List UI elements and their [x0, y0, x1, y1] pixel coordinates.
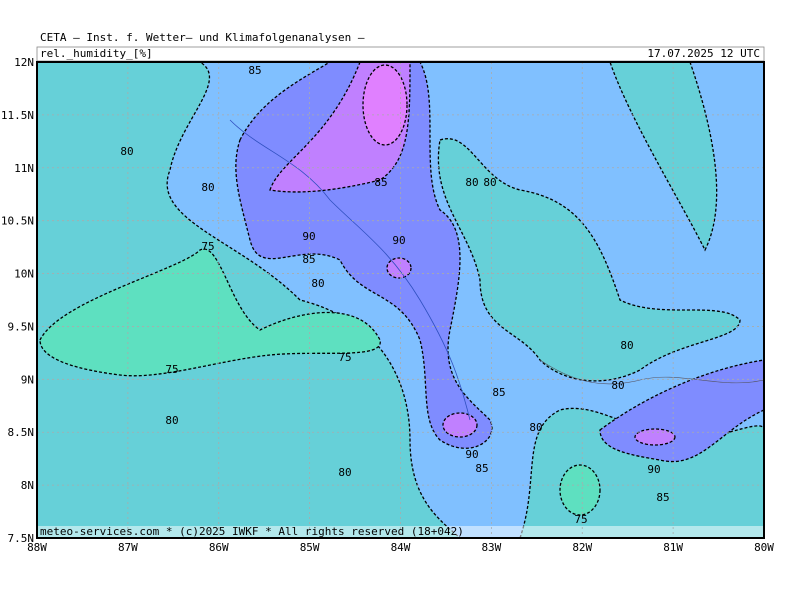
contour-label: 85: [302, 253, 315, 266]
variable: rel._humidity_[%]: [40, 47, 153, 60]
title: CETA — Inst. f. Wetter— und Klimafolgena…: [40, 31, 365, 44]
lat-label: 11N: [14, 162, 34, 175]
lat-label: 10.5N: [1, 215, 34, 228]
contour-label: 75: [574, 513, 587, 526]
lat-label: 12N: [14, 56, 34, 69]
contour-label: 90: [302, 230, 315, 243]
contour-label: 80: [620, 339, 633, 352]
lon-label: 88W: [27, 541, 47, 554]
contour-label: 80: [465, 176, 478, 189]
lat-label: 11.5N: [1, 109, 34, 122]
contour-label: 75: [338, 351, 351, 364]
contour-label: 80: [611, 379, 624, 392]
lat-label: 10N: [14, 268, 34, 281]
field: [37, 62, 764, 538]
lon-label: 85W: [300, 541, 320, 554]
lat-label: 8.5N: [8, 426, 35, 439]
contour-label: 90: [647, 463, 660, 476]
lon-label: 82W: [572, 541, 592, 554]
lon-label: 86W: [209, 541, 229, 554]
contour-label: 80: [120, 145, 133, 158]
contour-label: 85: [492, 386, 505, 399]
frame: [36, 61, 765, 539]
contour-label: 85: [656, 491, 669, 504]
contour-label: 80: [201, 181, 214, 194]
lon-label: 87W: [118, 541, 138, 554]
lon-label: 84W: [391, 541, 411, 554]
valid-time: 17.07.2025 12 UTC: [647, 47, 760, 60]
lon-label: 83W: [481, 541, 501, 554]
lon-label: 81W: [663, 541, 683, 554]
contour-label: 80: [165, 414, 178, 427]
lat-label: 9N: [21, 373, 34, 386]
contour-label: 80: [483, 176, 496, 189]
contour-label: 75: [165, 363, 178, 376]
contour-label: 85: [475, 462, 488, 475]
contour-label: 75: [201, 240, 214, 253]
contour-label: 90: [465, 448, 478, 461]
contour-label: 85: [374, 176, 387, 189]
grid: [37, 62, 764, 538]
credit: meteo-services.com * (c)2025 IWKF * All …: [40, 525, 464, 538]
lon-label: 80W: [754, 541, 774, 554]
lat-label: 8N: [21, 479, 34, 492]
contour-label: 85: [248, 64, 261, 77]
contour-label: 80: [338, 466, 351, 479]
contour-label: 80: [311, 277, 324, 290]
contour-label: 90: [392, 234, 405, 247]
lat-label: 9.5N: [8, 320, 35, 333]
lat-label: 7.5N: [8, 532, 35, 545]
contour-label: 80: [529, 421, 542, 434]
